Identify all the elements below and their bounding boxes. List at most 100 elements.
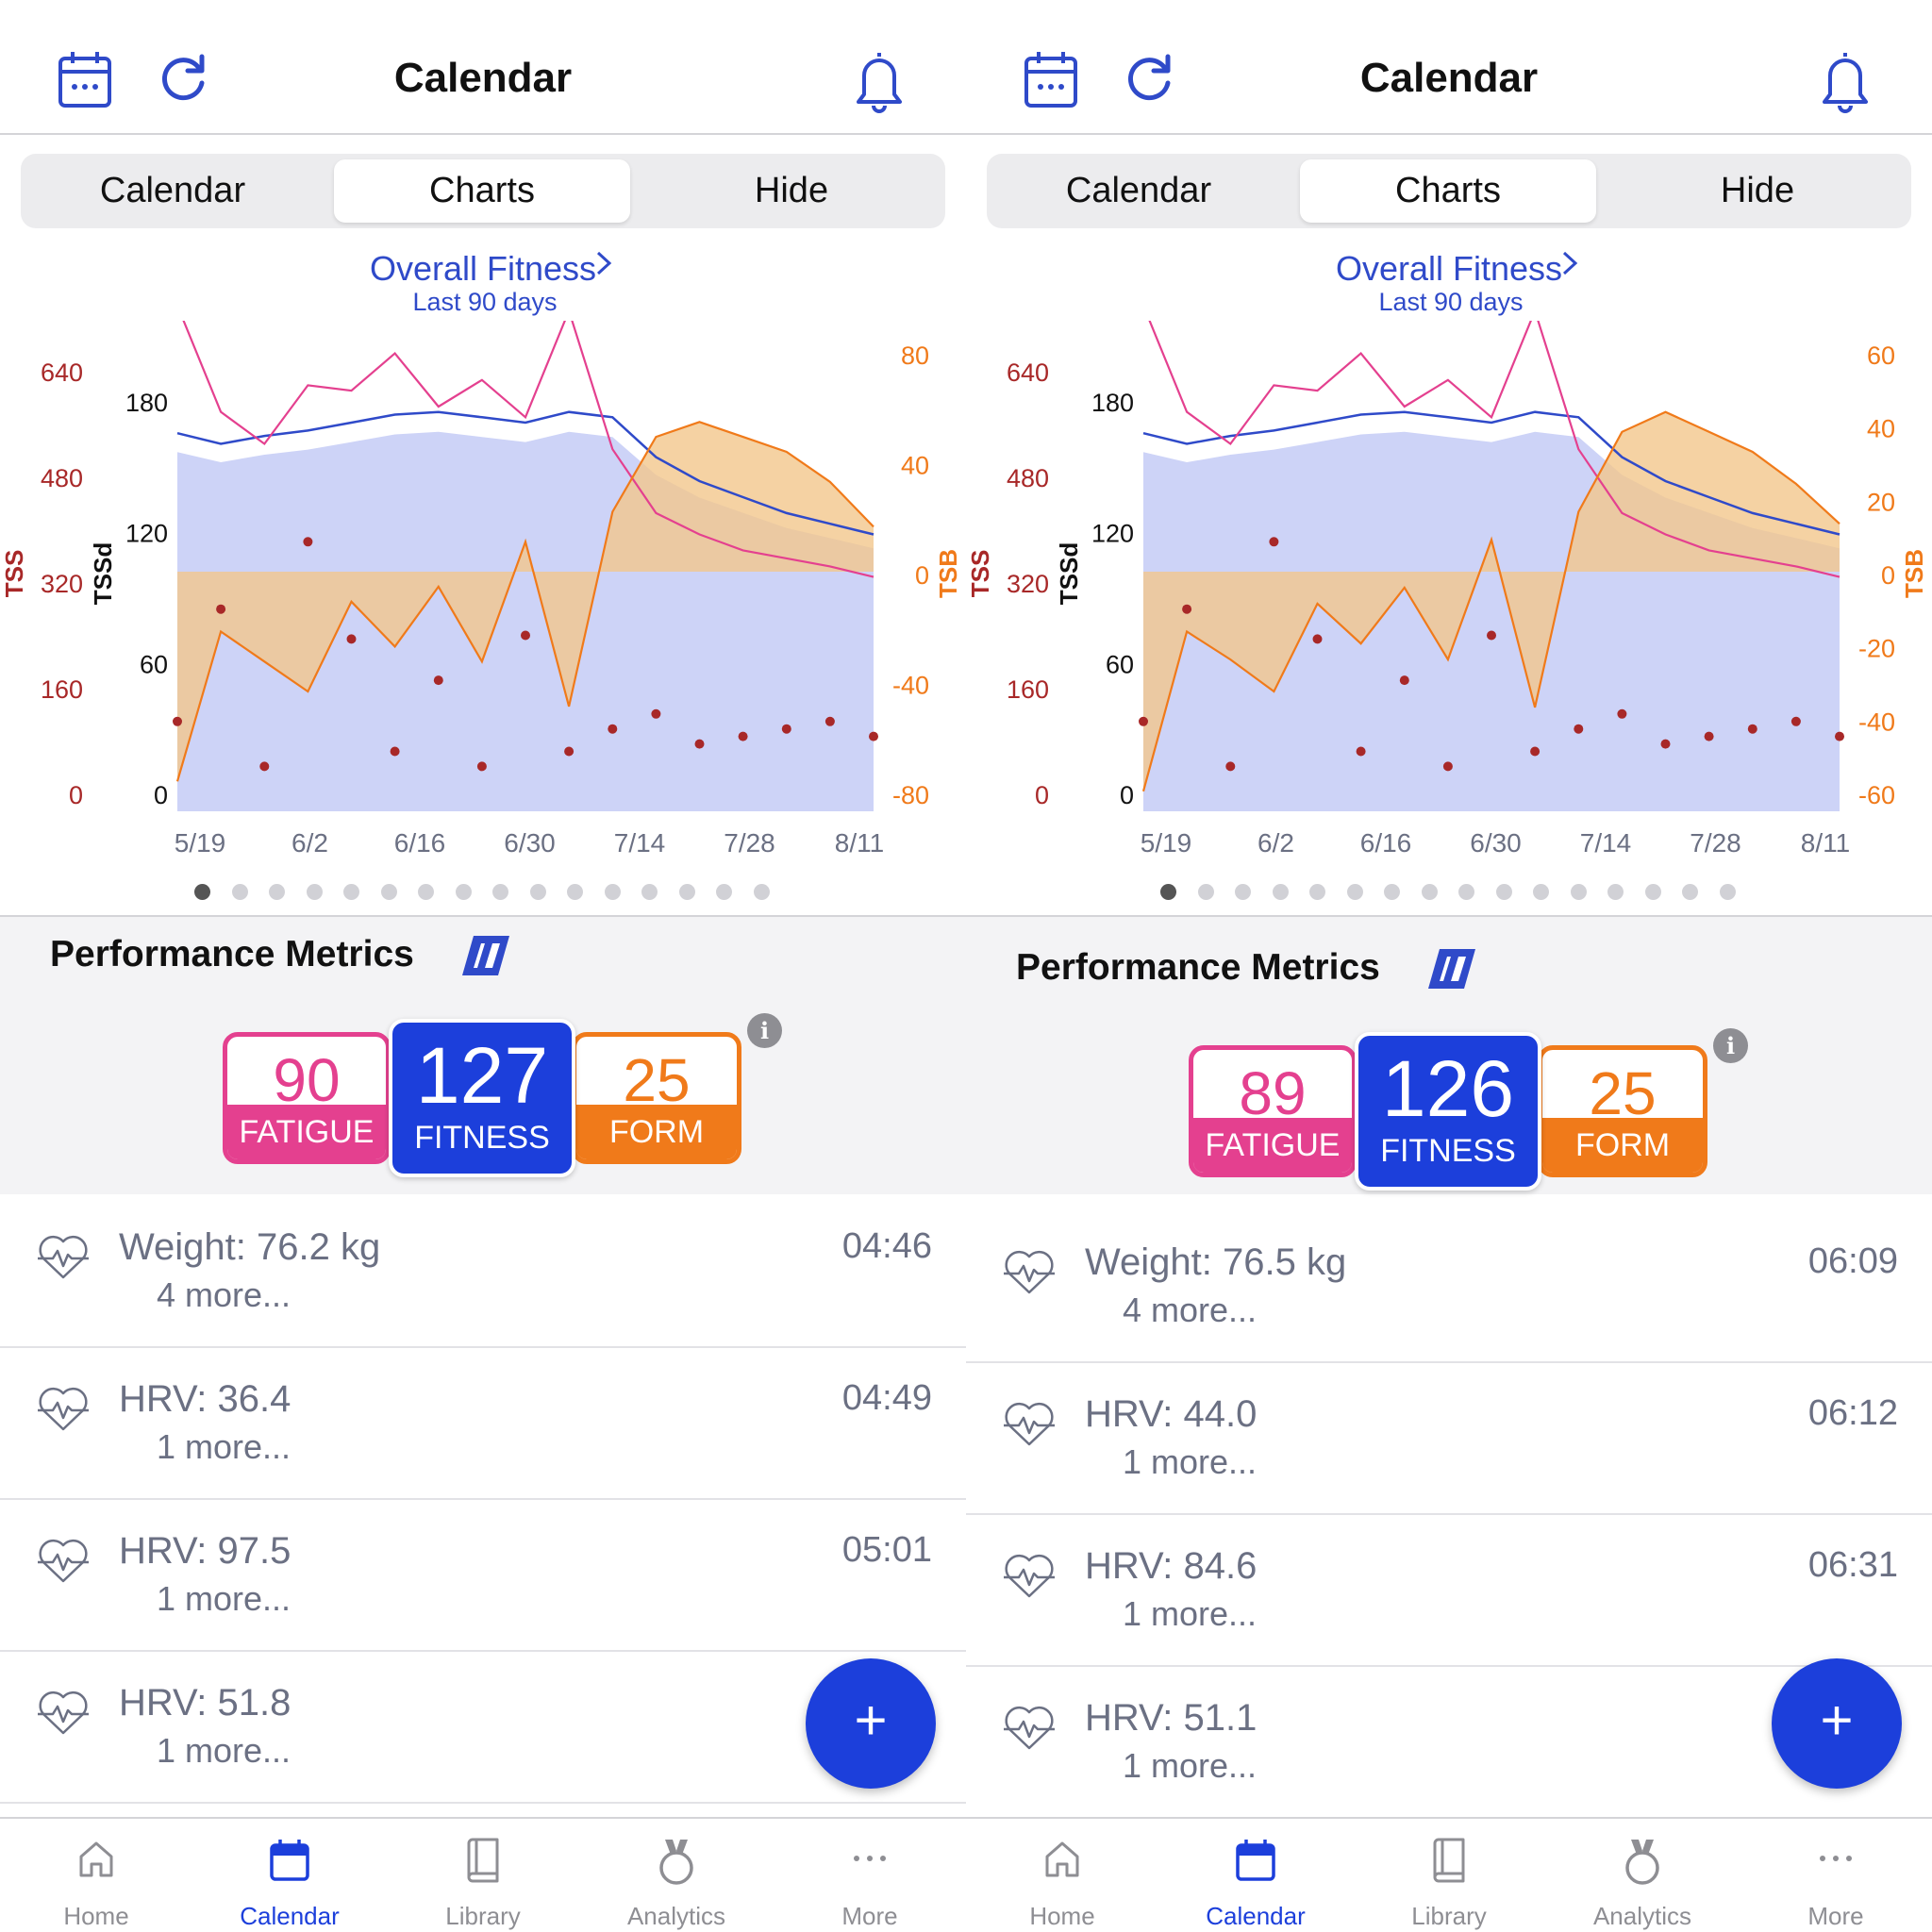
page-dot[interactable] (1607, 884, 1624, 900)
heart-pulse-icon (36, 1536, 91, 1591)
fitness-value: 127 (415, 1031, 549, 1120)
page-dot[interactable] (418, 884, 434, 900)
list-item[interactable]: HRV: 51.1 1 more... (966, 1667, 1932, 1819)
page-dot[interactable] (1197, 884, 1214, 900)
page-dot[interactable] (306, 884, 323, 900)
page-dot[interactable] (529, 884, 546, 900)
list-item[interactable]: Weight: 76.5 kg 4 more... 06:09 (966, 1211, 1932, 1363)
page-dot[interactable] (1533, 884, 1549, 900)
refresh-icon[interactable] (158, 49, 209, 110)
list-item[interactable]: HRV: 51.8 1 more... (0, 1652, 966, 1804)
fitness-chart[interactable]: 640 480 320 160 0 180 120 60 0 60 40 20 0 -20 -40 -60 5/… (966, 321, 1932, 868)
page-dot[interactable] (343, 884, 359, 900)
segment-hide[interactable]: Hide (1720, 171, 1795, 210)
tss-point (1790, 716, 1801, 726)
page-dot[interactable] (1421, 884, 1438, 900)
tss-point (694, 739, 705, 749)
chart-pager[interactable] (1160, 884, 1736, 900)
tab-library[interactable]: Library (387, 1819, 579, 1932)
page-dot[interactable] (678, 884, 695, 900)
tsb-tick-label: -40 (892, 672, 929, 700)
calendar-picker-icon[interactable] (58, 49, 112, 114)
page-dot[interactable] (1309, 884, 1325, 900)
refresh-icon[interactable] (1124, 49, 1175, 110)
fatigue-label: FATIGUE (1193, 1118, 1352, 1173)
x-tick-label: 8/11 (1801, 828, 1850, 858)
fatigue-metric[interactable]: 89 FATIGUE (1189, 1045, 1357, 1177)
form-metric[interactable]: 25 FORM (572, 1032, 741, 1164)
list-item[interactable]: HRV: 36.4 1 more... 04:49 (0, 1348, 966, 1500)
page-dot[interactable] (641, 884, 658, 900)
bell-icon[interactable] (855, 49, 904, 118)
tab-analytics[interactable]: Analytics (1546, 1819, 1739, 1932)
page-dot[interactable] (455, 884, 472, 900)
chart-pager[interactable] (194, 884, 770, 900)
page-dot[interactable] (194, 884, 210, 900)
page-dot[interactable] (1719, 884, 1736, 900)
chevron-right-icon (594, 249, 613, 286)
page-dot[interactable] (492, 884, 508, 900)
fitness-chart[interactable]: 640 480 320 160 0 180 120 60 0 80 40 0 -40 -80 5/19 6/2… (0, 321, 966, 868)
tab-library[interactable]: Library (1353, 1819, 1545, 1932)
page-dot[interactable] (1346, 884, 1363, 900)
page-dot[interactable] (1682, 884, 1698, 900)
form-value: 25 (1589, 1059, 1657, 1127)
view-segmented-control: Calendar Charts Hide (21, 154, 945, 228)
add-button[interactable]: + (806, 1658, 936, 1789)
tab-home[interactable]: Home (966, 1819, 1158, 1932)
page-dot[interactable] (753, 884, 770, 900)
tab-calendar[interactable]: Calendar (1159, 1819, 1352, 1932)
segment-charts[interactable]: Charts (334, 159, 630, 223)
page-dot[interactable] (567, 884, 583, 900)
more-dots-icon (849, 1838, 891, 1884)
book-icon (463, 1838, 503, 1888)
page-dot[interactable] (1160, 884, 1176, 900)
page-dot[interactable] (231, 884, 248, 900)
page-dot[interactable] (380, 884, 397, 900)
page-dot[interactable] (269, 884, 285, 900)
page-dot[interactable] (1570, 884, 1587, 900)
info-icon[interactable]: i (1713, 1028, 1748, 1063)
top-header: Calendar (966, 0, 1932, 135)
tss-point (303, 537, 313, 547)
tab-calendar[interactable]: Calendar (193, 1819, 386, 1932)
tab-more[interactable]: More (774, 1819, 966, 1932)
list-item[interactable]: HRV: 44.0 1 more... 06:12 (966, 1363, 1932, 1515)
page-dot[interactable] (1458, 884, 1474, 900)
heart-pulse-icon (1002, 1399, 1057, 1455)
list-item-time: 06:31 (1807, 1545, 1898, 1585)
page-dot[interactable] (1235, 884, 1251, 900)
form-metric[interactable]: 25 FORM (1538, 1045, 1707, 1177)
tss-point (216, 604, 226, 614)
fitness-metric[interactable]: 126 FITNESS (1355, 1032, 1541, 1191)
page-dot[interactable] (1384, 884, 1400, 900)
tab-home[interactable]: Home (0, 1819, 192, 1932)
add-button[interactable]: + (1772, 1658, 1902, 1789)
segment-calendar[interactable]: Calendar (1065, 171, 1212, 210)
heart-pulse-icon (1002, 1551, 1057, 1607)
info-icon[interactable]: i (747, 1013, 782, 1048)
list-item[interactable]: HRV: 97.5 1 more... 05:01 (0, 1500, 966, 1652)
fatigue-line (182, 321, 874, 578)
fitness-metric[interactable]: 127 FITNESS (389, 1019, 575, 1177)
fatigue-metric[interactable]: 90 FATIGUE (223, 1032, 391, 1164)
tab-analytics[interactable]: Analytics (580, 1819, 773, 1932)
bell-icon[interactable] (1821, 49, 1870, 118)
page-dot[interactable] (604, 884, 621, 900)
calendar-picker-icon[interactable] (1024, 49, 1078, 114)
list-item[interactable]: Weight: 76.2 kg 4 more... 04:46 (0, 1196, 966, 1348)
page-dot[interactable] (1495, 884, 1512, 900)
page-dot[interactable] (716, 884, 732, 900)
chart-title-link[interactable]: Overall Fitness (966, 249, 1932, 289)
list-item[interactable]: HRV: 84.6 1 more... 06:31 (966, 1515, 1932, 1667)
tssd-tick-label: 60 (1106, 650, 1134, 678)
page-dot[interactable] (1272, 884, 1289, 900)
chart-title-link[interactable]: Overall Fitness (0, 249, 966, 289)
page-dot[interactable] (1644, 884, 1661, 900)
segment-hide[interactable]: Hide (754, 171, 829, 210)
segment-calendar[interactable]: Calendar (99, 171, 246, 210)
tab-more[interactable]: More (1740, 1819, 1932, 1932)
book-icon (1429, 1838, 1469, 1888)
tss-axis-title: TSS (966, 550, 994, 598)
segment-charts[interactable]: Charts (1300, 159, 1596, 223)
